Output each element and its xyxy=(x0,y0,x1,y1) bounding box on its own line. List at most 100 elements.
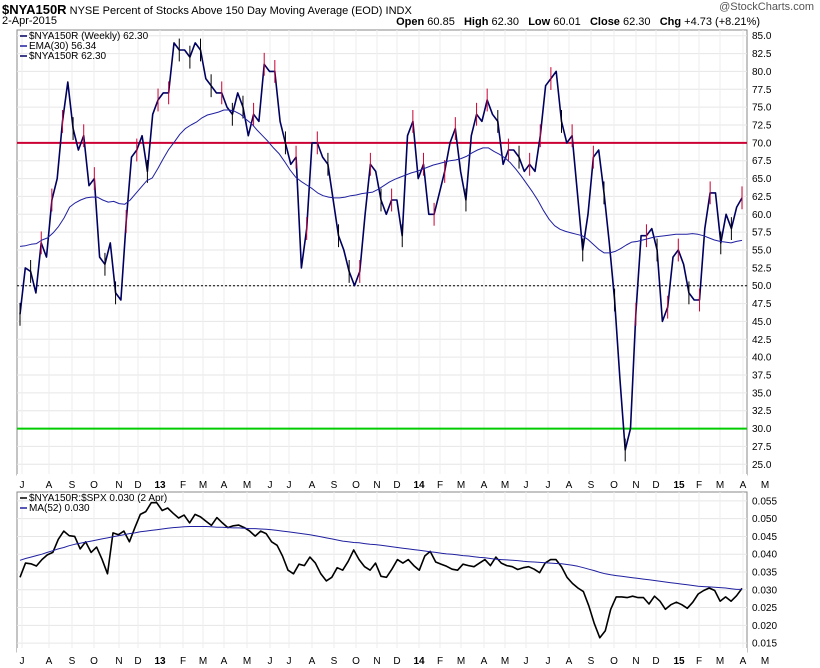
x-tick-label: J xyxy=(287,480,292,491)
x-tick-label: N xyxy=(632,656,639,667)
y-tick-label: 77.5 xyxy=(752,85,772,96)
y-tick-label: 55.0 xyxy=(752,246,772,257)
x-tick-label: A xyxy=(221,480,228,491)
series-line--nya150r-spx xyxy=(19,501,743,639)
y-tick-label: 42.5 xyxy=(752,335,772,346)
high-value: 62.30 xyxy=(491,16,520,28)
x-tick-label: O xyxy=(352,480,360,491)
x-tick-label: A xyxy=(309,480,316,491)
x-tick-label: N xyxy=(632,480,639,491)
y-tick-label: 0.015 xyxy=(752,639,777,650)
x-tick-label: M xyxy=(501,656,509,667)
x-tick-label: N xyxy=(373,480,380,491)
y-tick-label: 37.5 xyxy=(752,371,772,382)
x-tick-label: A xyxy=(566,480,573,491)
x-tick-label: A xyxy=(221,656,228,667)
x-tick-label: J xyxy=(546,656,551,667)
x-tick-label: M xyxy=(243,480,251,491)
x-tick-label: O xyxy=(610,656,618,667)
x-tick-label: J xyxy=(524,656,529,667)
y-tick-label: 0.035 xyxy=(752,568,777,579)
x-tick-label: A xyxy=(46,656,53,667)
x-tick-label: M xyxy=(761,480,769,491)
y-tick-label: 80.0 xyxy=(752,67,772,78)
y-tick-label: 32.5 xyxy=(752,406,772,417)
x-tick-label: O xyxy=(610,480,618,491)
exchange-label: INDX xyxy=(385,5,412,17)
x-tick-label: S xyxy=(331,656,338,667)
x-tick-label: F xyxy=(437,480,443,491)
x-tick-label: J xyxy=(268,656,273,667)
y-tick-label: 65.0 xyxy=(752,174,772,185)
x-tick-label: F xyxy=(696,656,702,667)
y-tick-label: 30.0 xyxy=(752,424,772,435)
panel-1-frame xyxy=(16,29,748,476)
change-value: +4.73 (+8.21%) xyxy=(684,16,760,28)
x-tick-label: 14 xyxy=(413,656,425,667)
x-tick-label: A xyxy=(566,656,573,667)
x-tick-label: M xyxy=(716,480,724,491)
legend-entry: $NYA150R 62.30 xyxy=(29,51,107,62)
y-tick-label: 0.025 xyxy=(752,603,777,614)
x-tick-label: J xyxy=(268,480,273,491)
legend-entry: MA(52) 0.030 xyxy=(29,503,90,514)
x-tick-label: D xyxy=(652,480,659,491)
x-tick-label: F xyxy=(696,480,702,491)
y-tick-label: 75.0 xyxy=(752,103,772,114)
x-tick-label: O xyxy=(352,656,360,667)
x-tick-label: D xyxy=(652,656,659,667)
x-tick-label: S xyxy=(588,480,595,491)
series-line-ma-52- xyxy=(19,526,742,590)
legend-entry: $NYA150R (Weekly) 62.30 xyxy=(29,31,149,42)
x-tick-label: J xyxy=(20,480,25,491)
x-tick-label: 15 xyxy=(673,480,685,491)
x-tick-label: M xyxy=(199,656,207,667)
header-left: $NYA150R NYSE Percent of Stocks Above 15… xyxy=(2,2,412,17)
x-tick-label: A xyxy=(481,480,488,491)
x-tick-label: 13 xyxy=(154,480,166,491)
x-tick-label: O xyxy=(90,480,98,491)
x-tick-label: J xyxy=(287,656,292,667)
x-tick-label: A xyxy=(740,656,747,667)
x-tick-label: D xyxy=(393,656,400,667)
y-tick-label: 62.5 xyxy=(752,192,772,203)
x-tick-label: A xyxy=(309,656,316,667)
stockcharts-watermark: @StockCharts.com xyxy=(719,1,814,13)
legend-entry: $NYA150R:$SPX 0.030 (2 Apr) xyxy=(29,493,167,504)
x-tick-label: A xyxy=(481,656,488,667)
x-tick-label: S xyxy=(588,656,595,667)
y-tick-label: 85.0 xyxy=(752,31,772,42)
chart-date: 2-Apr-2015 xyxy=(2,15,58,27)
y-tick-label: 0.030 xyxy=(752,585,777,596)
y-tick-label: 70.0 xyxy=(752,138,772,149)
x-tick-label: D xyxy=(134,656,141,667)
x-tick-label: M xyxy=(761,656,769,667)
x-tick-label: M xyxy=(243,656,251,667)
close-label: Close xyxy=(589,16,620,28)
legend-entry: EMA(30) 56.34 xyxy=(29,41,97,52)
y-tick-label: 0.020 xyxy=(752,621,777,632)
low-label: Low xyxy=(528,16,551,28)
x-tick-label: N xyxy=(373,656,380,667)
x-tick-label: D xyxy=(393,480,400,491)
y-tick-label: 45.0 xyxy=(752,317,772,328)
x-axis-strip xyxy=(17,648,747,660)
y-tick-label: 25.0 xyxy=(752,460,772,471)
x-tick-label: 13 xyxy=(154,656,166,667)
y-tick-label: 0.045 xyxy=(752,532,777,543)
x-tick-label: A xyxy=(46,480,53,491)
y-tick-label: 0.055 xyxy=(752,496,777,507)
ohlc-values: Open 60.85 High 62.30 Low 60.01 Close 62… xyxy=(396,16,760,28)
x-tick-label: J xyxy=(20,656,25,667)
x-tick-label: M xyxy=(457,480,465,491)
x-tick-label: 15 xyxy=(673,656,685,667)
y-tick-label: 0.040 xyxy=(752,550,777,561)
x-tick-label: S xyxy=(331,480,338,491)
x-tick-label: J xyxy=(524,480,529,491)
x-tick-label: M xyxy=(457,656,465,667)
change-label: Chg xyxy=(659,16,682,28)
y-tick-label: 35.0 xyxy=(752,388,772,399)
y-tick-label: 0.050 xyxy=(752,514,777,525)
x-tick-label: D xyxy=(134,480,141,491)
x-tick-label: F xyxy=(180,656,186,667)
